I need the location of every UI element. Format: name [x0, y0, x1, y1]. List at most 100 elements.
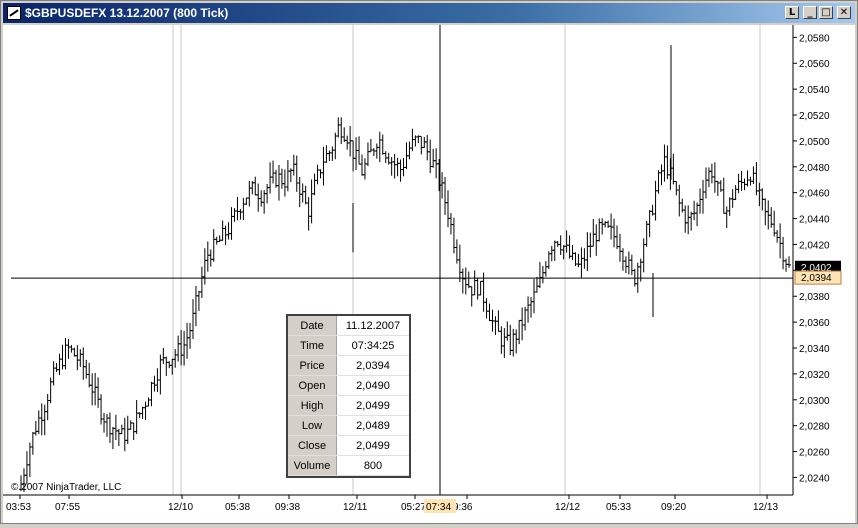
ohlc-bar — [27, 442, 32, 477]
ohlc-bar — [502, 328, 507, 358]
ohlc-bar — [173, 349, 178, 368]
ohlc-bar — [721, 177, 726, 214]
ohlc-bar — [626, 251, 631, 275]
ohlc-bar — [463, 267, 468, 295]
copyright-text: © 2007 NinjaTrader, LLC — [11, 482, 122, 493]
ohlc-bar — [594, 224, 599, 256]
ohlc-bar — [149, 381, 154, 407]
data-box-value: 800 — [336, 455, 409, 476]
maximize-button[interactable]: □ — [819, 6, 833, 19]
ohlc-bar — [570, 245, 575, 261]
ohlc-bar — [736, 173, 741, 194]
x-tick-label: 09:20 — [661, 502, 686, 513]
title-bar[interactable]: $GBPUSDEFX 13.12.2007 (800 Tick) L _ □ ✕ — [3, 3, 855, 23]
ohlc-bar — [90, 373, 95, 406]
chart-panel[interactable]: 2,0240 2,0260 2,0280 2,0300 2,0320 2,0340 2,03… — [3, 25, 855, 523]
ohlc-bar — [51, 361, 56, 386]
ohlc-bar — [730, 189, 735, 208]
ohlc-bar — [282, 169, 287, 197]
ohlc-bar — [107, 412, 112, 443]
ohlc-bar — [170, 358, 175, 375]
ohlc-bar — [659, 164, 664, 186]
x-tick-label: 12/10 — [168, 502, 193, 513]
ohlc-bar — [531, 279, 536, 314]
crosshair-price-marker — [794, 270, 842, 285]
ohlc-bar — [591, 219, 596, 247]
minimize-button[interactable]: _ — [803, 6, 817, 19]
data-box-label: Low — [288, 415, 337, 436]
ohlc-bar — [244, 197, 249, 206]
close-button[interactable]: ✕ — [837, 6, 851, 19]
ohlc-bar — [457, 244, 462, 282]
ohlc-bar — [336, 117, 341, 138]
x-tick-label: 03:53 — [6, 502, 31, 513]
link-button[interactable]: L — [785, 6, 799, 19]
ohlc-bar — [434, 148, 439, 179]
ohlc-bar — [514, 329, 519, 354]
ohlc-bar — [579, 247, 584, 278]
ohlc-bar — [256, 183, 261, 212]
ohlc-bar — [360, 154, 365, 176]
ohlc-bar — [152, 375, 157, 392]
ohlc-bar — [188, 322, 193, 349]
data-box-row: Price 2,0394 — [288, 355, 409, 376]
ohlc-bar — [629, 254, 634, 276]
ohlc-bar — [428, 139, 433, 174]
ohlc-bar — [398, 159, 403, 182]
ohlc-bar — [93, 372, 98, 406]
ohlc-bar — [333, 132, 338, 160]
ohlc-bar — [689, 211, 694, 231]
ohlc-bar — [327, 150, 332, 162]
ohlc-bar — [656, 170, 661, 194]
ohlc-bar — [125, 415, 130, 444]
ohlc-bar — [274, 169, 279, 188]
ohlc-bar — [158, 354, 163, 395]
ohlc-bar — [291, 154, 296, 176]
ohlc-bar — [321, 146, 326, 186]
data-box-row: High 2,0499 — [288, 395, 409, 416]
y-tick-label: 2,0540 — [799, 85, 830, 96]
ohlc-bar — [57, 353, 62, 376]
ohlc-bar — [478, 280, 483, 296]
ohlc-bar — [229, 207, 234, 240]
ohlc-bar — [202, 248, 207, 285]
ohlc-bar — [104, 413, 109, 437]
ohlc-bar — [235, 197, 240, 221]
ohlc-bar — [185, 322, 190, 359]
y-tick-label: 2,0460 — [799, 189, 830, 200]
ohlc-bar — [72, 347, 77, 357]
ohlc-bar — [724, 206, 729, 228]
data-box: Date 11.12.2007 Time 07:34:25 Price 2,0394 Ope… — [286, 314, 411, 478]
ohlc-bar — [448, 212, 453, 235]
ohlc-bar — [205, 241, 210, 272]
ohlc-bar — [312, 173, 317, 196]
ohlc-bar — [357, 136, 362, 165]
ohlc-bar — [66, 338, 71, 359]
last-price-label: 2,0402 — [801, 263, 832, 274]
ohlc-bar — [668, 158, 673, 190]
ohlc-bar — [161, 347, 166, 365]
ohlc-bar — [285, 160, 290, 192]
ohlc-bar — [134, 400, 139, 434]
ohlc-bar — [45, 393, 50, 421]
ohlc-bar — [330, 146, 335, 161]
ohlc-bar — [199, 266, 204, 299]
ohlc-bar — [315, 164, 320, 185]
last-price-marker — [795, 260, 841, 274]
x-tick-label: 9:36 — [453, 502, 473, 513]
ohlc-bar — [701, 179, 706, 214]
data-box-label: Time — [288, 335, 337, 356]
data-box-label: Price — [288, 355, 337, 376]
ohlc-bar — [686, 205, 691, 235]
ohlc-bar — [703, 167, 708, 199]
ohlc-bar — [39, 403, 44, 436]
price-chart[interactable]: 2,0240 2,0260 2,0280 2,0300 2,0320 2,0340 2,03… — [3, 25, 855, 523]
ohlc-bar — [78, 349, 83, 367]
ohlc-bar — [362, 158, 367, 180]
ohlc-bar — [537, 262, 542, 288]
ohlc-bar — [712, 162, 717, 193]
ohlc-bar — [609, 213, 614, 240]
ohlc-bar — [271, 160, 276, 184]
ohlc-bar — [511, 328, 516, 357]
window-title: $GBPUSDEFX 13.12.2007 (800 Tick) — [25, 6, 229, 20]
